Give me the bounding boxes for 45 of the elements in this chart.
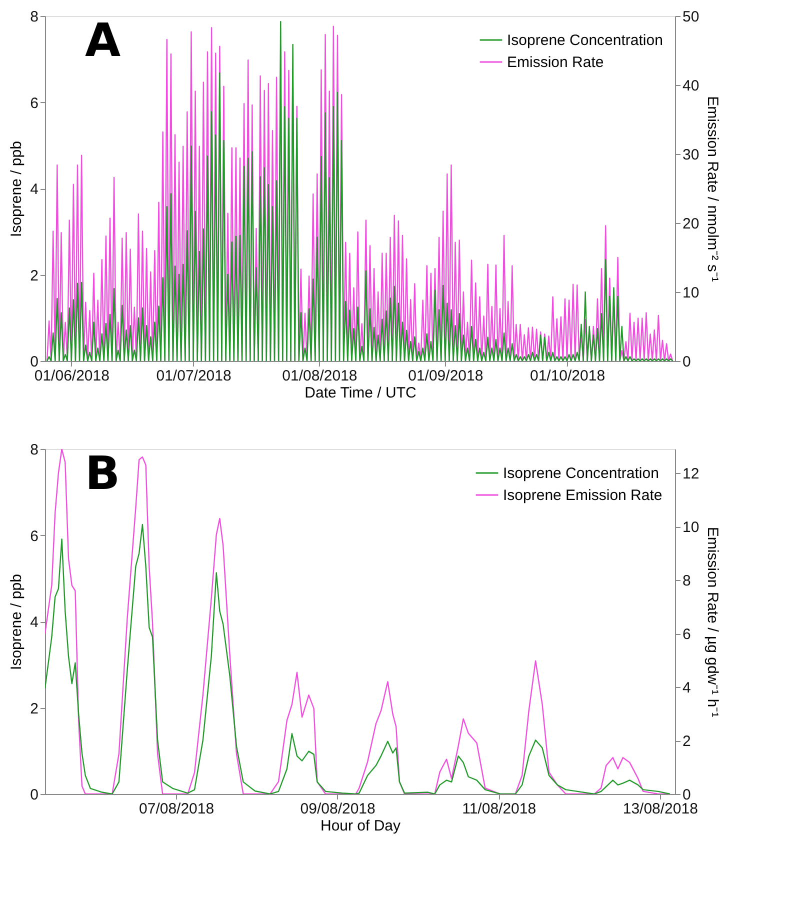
- x-tick-label: 01/08/2018: [282, 368, 358, 384]
- y2-tick-label: 6: [682, 626, 691, 644]
- y-tick-label: 8: [30, 442, 38, 458]
- y-tick-label: 0: [30, 354, 38, 370]
- y2-tick-label: 20: [682, 216, 700, 232]
- x-axis-title: Hour of Day: [320, 818, 402, 834]
- y2-axis-title: Emission Rate / µg gdw⁻¹ h⁻¹: [704, 526, 722, 718]
- legend-label: Emission Rate: [507, 54, 604, 71]
- y-axis-title: Isoprene / ppb: [8, 141, 26, 237]
- y-axis-title: Isoprene / ppb: [8, 574, 26, 670]
- y2-tick-label: 0: [682, 786, 691, 804]
- y-tick-label: 6: [30, 94, 38, 112]
- y2-tick-label: 10: [682, 519, 700, 536]
- y2-tick-label: 50: [682, 8, 700, 26]
- annotation: B: [85, 446, 120, 500]
- x-tick-label: 01/06/2018: [34, 368, 110, 384]
- y2-tick-label: 4: [682, 680, 691, 697]
- x-tick-label: 11/08/2018: [462, 800, 536, 818]
- y-tick-label: 4: [30, 181, 38, 198]
- line-series: [45, 524, 671, 794]
- y-tick-label: 2: [30, 700, 38, 718]
- y2-tick-label: 2: [682, 733, 691, 750]
- y2-tick-label: 12: [682, 466, 700, 483]
- y-tick-label: 4: [30, 614, 38, 631]
- y2-axis-title: Emission Rate / nmolm⁻² s⁻¹: [704, 96, 722, 282]
- y-tick-label: 0: [30, 786, 38, 804]
- y-tick-label: 6: [30, 528, 38, 545]
- y-tick-label: 2: [30, 267, 38, 284]
- x-tick-label: 07/08/2018: [139, 800, 214, 818]
- y2-tick-label: 30: [682, 146, 700, 164]
- x-axis-title: Date Time / UTC: [304, 384, 417, 402]
- annotation: A: [85, 13, 121, 67]
- y2-tick-label: 10: [682, 284, 700, 302]
- legend-label: Isoprene Emission Rate: [503, 487, 662, 504]
- legend-label: Isoprene Concentration: [503, 465, 659, 482]
- y2-tick-label: 8: [682, 572, 691, 590]
- x-tick-label: 09/08/2018: [300, 800, 376, 818]
- y2-tick-label: 40: [682, 78, 700, 94]
- y2-tick-label: 0: [682, 354, 691, 370]
- y-tick-label: 8: [30, 8, 38, 26]
- x-tick-label: 01/10/2018: [530, 368, 606, 384]
- x-tick-label: 13/08/2018: [622, 800, 698, 818]
- legend-label: Isoprene Concentration: [507, 32, 663, 49]
- x-tick-label: 01/07/2018: [156, 368, 232, 384]
- x-tick-label: 01/09/2018: [408, 368, 484, 384]
